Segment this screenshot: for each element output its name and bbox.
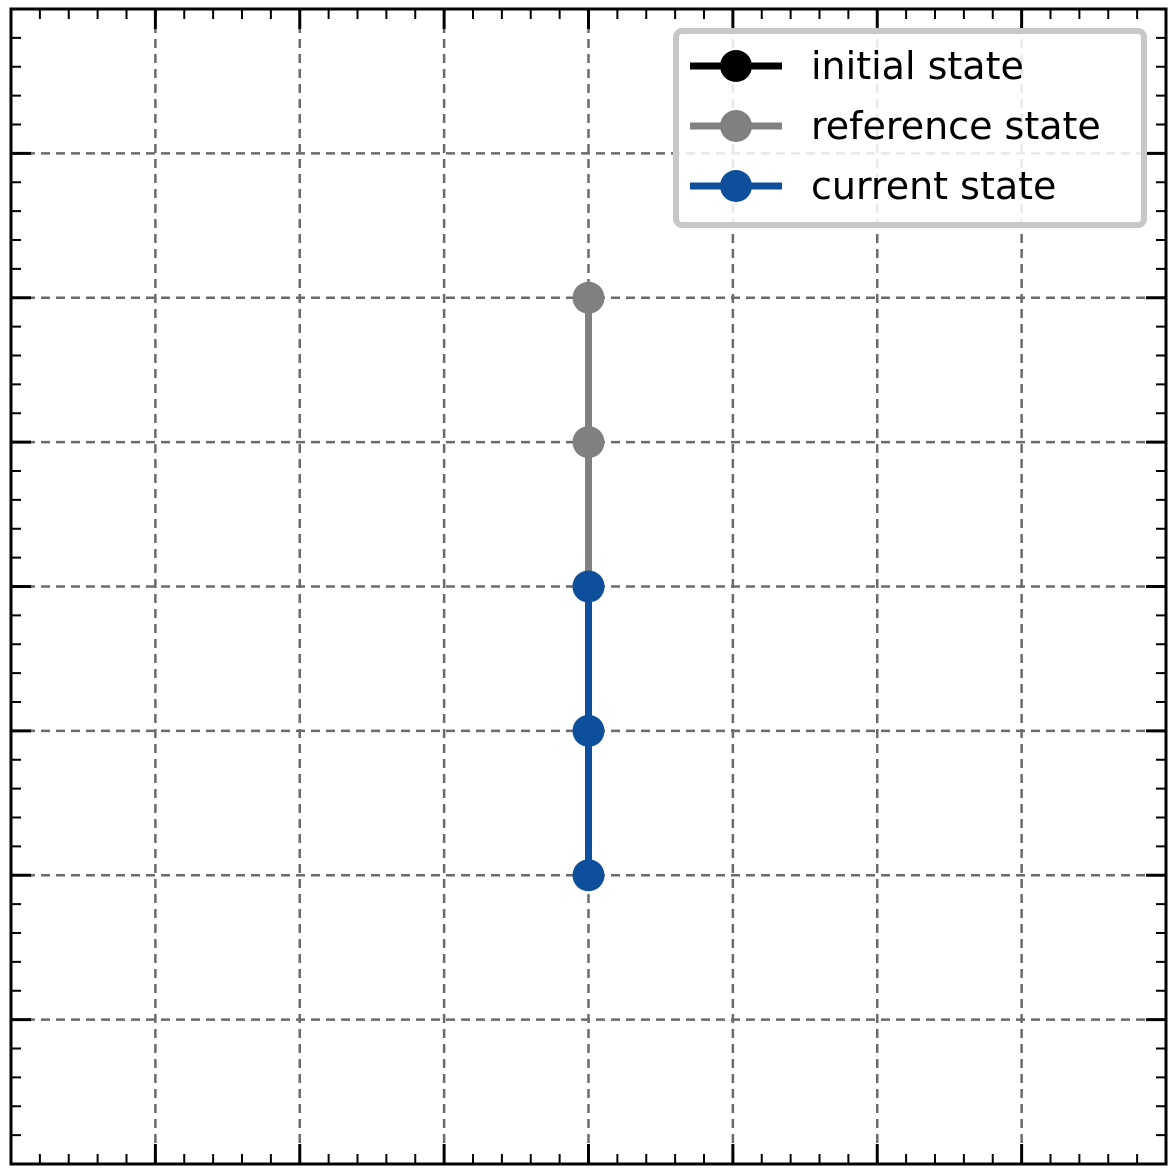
legend-item: current state <box>690 164 1056 208</box>
legend-label: initial state <box>811 44 1024 88</box>
legend-marker <box>720 50 752 82</box>
legend-item: initial state <box>690 44 1024 88</box>
data-point <box>572 281 605 314</box>
legend-label: reference state <box>811 104 1101 148</box>
axis-ticks <box>11 9 1166 1164</box>
data-point <box>572 426 605 459</box>
legend-marker <box>720 170 752 202</box>
legend: initial state reference state current stat… <box>673 28 1147 228</box>
data-point <box>572 570 605 603</box>
legend-item: reference state <box>690 104 1101 148</box>
data-point <box>572 859 605 892</box>
legend-marker <box>720 110 752 142</box>
legend-label: current state <box>811 164 1056 208</box>
data-point <box>572 714 605 747</box>
series-current-state <box>572 570 605 892</box>
series-layer <box>572 281 605 892</box>
plot-frame <box>9 7 1168 1166</box>
legend-box <box>673 28 1147 228</box>
